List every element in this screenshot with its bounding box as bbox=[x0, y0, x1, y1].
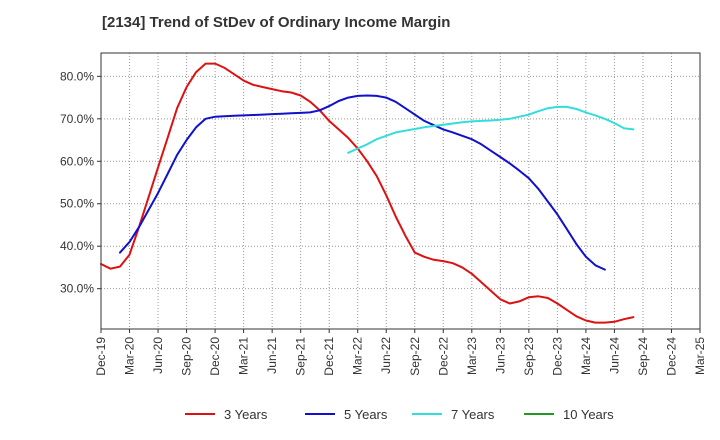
series-line-3-years bbox=[100, 62, 635, 324]
series-lines bbox=[100, 62, 635, 324]
x-tick-label: Mar-24 bbox=[579, 337, 593, 375]
plot-area bbox=[101, 53, 700, 329]
y-tick-label: 40.0% bbox=[60, 239, 94, 253]
x-tick-label: Dec-20 bbox=[208, 337, 222, 376]
x-tick-label: Mar-20 bbox=[123, 337, 137, 375]
x-tick-label: Sep-21 bbox=[294, 337, 308, 376]
chart-title: [2134] Trend of StDev of Ordinary Income… bbox=[102, 14, 451, 31]
x-tick-label: Jun-22 bbox=[379, 337, 393, 374]
x-tick-label: Mar-25 bbox=[693, 337, 707, 375]
legend-label-7-years: 7 Years bbox=[451, 407, 495, 422]
grid bbox=[101, 53, 700, 329]
x-tick-label: Dec-22 bbox=[436, 337, 450, 376]
legend-label-3-years: 3 Years bbox=[224, 407, 268, 422]
series-line-7-years bbox=[347, 105, 635, 154]
x-tick-label: Jun-23 bbox=[493, 337, 507, 374]
x-tick-label: Mar-21 bbox=[237, 337, 251, 375]
y-axis: 30.0% 40.0% 50.0% 60.0% 70.0% 80.0% bbox=[60, 69, 101, 296]
x-tick-label: Jun-21 bbox=[265, 337, 279, 374]
x-tick-label: Dec-21 bbox=[322, 337, 336, 376]
x-tick-label: Jun-24 bbox=[607, 337, 621, 374]
x-tick-label: Sep-24 bbox=[636, 337, 650, 376]
x-tick-label: Sep-20 bbox=[180, 337, 194, 376]
x-tick-label: Sep-23 bbox=[522, 337, 536, 376]
legend: 3 Years 5 Years 7 Years 10 Years bbox=[185, 407, 614, 422]
x-tick-label: Jun-20 bbox=[151, 337, 165, 374]
x-tick-label: Dec-19 bbox=[94, 337, 108, 376]
series-line-5-years bbox=[119, 94, 606, 271]
y-tick-label: 50.0% bbox=[60, 197, 94, 211]
x-axis: Dec-19 Mar-20 Jun-20 Sep-20 Dec-20 Mar-21 Jun-… bbox=[94, 329, 707, 376]
x-tick-label: Mar-22 bbox=[351, 337, 365, 375]
y-tick-label: 80.0% bbox=[60, 69, 94, 83]
y-tick-label: 70.0% bbox=[60, 112, 94, 126]
x-tick-label: Dec-24 bbox=[664, 337, 678, 376]
x-tick-label: Mar-23 bbox=[465, 337, 479, 375]
plot-border bbox=[100, 52, 701, 330]
x-tick-label: Dec-23 bbox=[550, 337, 564, 376]
legend-label-10-years: 10 Years bbox=[563, 407, 614, 422]
y-tick-label: 60.0% bbox=[60, 154, 94, 168]
legend-label-5-years: 5 Years bbox=[344, 407, 388, 422]
y-tick-label: 30.0% bbox=[60, 282, 94, 296]
x-tick-label: Sep-22 bbox=[408, 337, 422, 376]
